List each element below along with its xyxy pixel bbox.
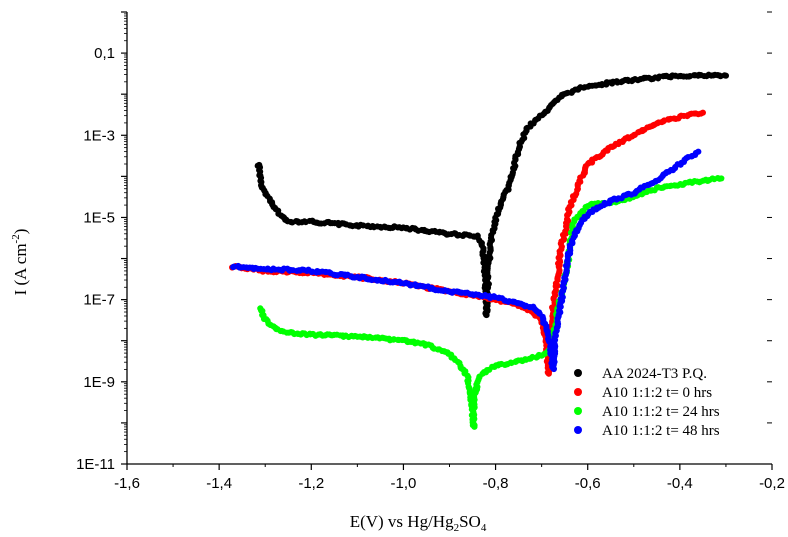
x-tick-label: -1,2 (298, 475, 324, 492)
y-tick-label: 0,1 (94, 45, 115, 62)
x-axis-title: E(V) vs Hg/Hg2SO4 (350, 512, 487, 534)
data-point (722, 72, 730, 79)
legend-label: A10 1:1:2 t= 24 hrs (602, 404, 720, 420)
series-1 (254, 71, 730, 319)
y-tick-label: 1E-7 (83, 292, 115, 309)
x-tick-label: -1,4 (206, 475, 232, 492)
legend-marker (574, 369, 582, 377)
x-tick-label: -1,0 (390, 475, 416, 492)
x-tick-label: -0,2 (759, 475, 785, 492)
legend-label: A10 1:1:2 t= 48 hrs (602, 423, 720, 439)
series-4 (230, 148, 702, 373)
data-point (718, 175, 725, 182)
y-tick-label: 1E-9 (83, 374, 115, 391)
y-tick-label: 1E-11 (76, 456, 115, 473)
x-tick-label: -1,6 (114, 475, 140, 492)
legend-label: A10 1:1:2 t= 0 hrs (602, 385, 712, 401)
legend-marker (574, 407, 582, 415)
x-tick-label: -0,6 (575, 475, 601, 492)
x-axis: -1,6 -1,4 -1,2 -1,0 -0,8 -0,6 -0,4 -0,2 (114, 464, 785, 492)
y-tick-label: 1E-3 (83, 127, 115, 144)
data-point (699, 109, 706, 116)
legend-marker (574, 388, 582, 396)
legend-label: AA 2024-T3 P.Q. (602, 366, 707, 382)
legend: AA 2024-T3 P.Q. A10 1:1:2 t= 0 hrs A10 1:1… (574, 366, 720, 439)
y-tick-label: 1E-5 (83, 209, 115, 226)
x-tick-label: -0,8 (483, 475, 509, 492)
x-tick-label: -0,4 (667, 475, 693, 492)
legend-marker (574, 426, 582, 434)
y-axis-title: I (A cm-2) (10, 229, 30, 296)
y-axis: 0,1 1E-3 1E-5 1E-7 1E-9 1E-11 (76, 11, 772, 473)
series-layer (229, 71, 730, 430)
data-point (695, 148, 702, 155)
